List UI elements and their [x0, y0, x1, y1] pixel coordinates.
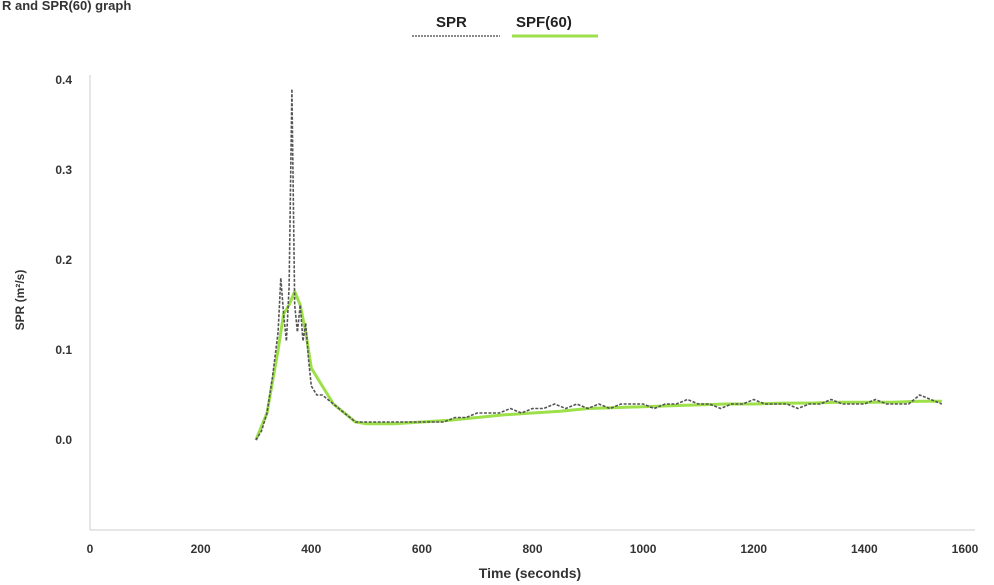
legend: SPR SPF(60) — [412, 14, 598, 38]
legend-label-spr: SPR — [436, 14, 467, 31]
y-ticks: 0.0 0.1 0.2 0.3 0.4 — [55, 73, 72, 447]
x-tick-label: 1000 — [630, 542, 657, 556]
x-ticks: 0 200 400 600 800 1000 1200 1400 1600 — [87, 542, 979, 556]
x-tick-label: 200 — [191, 542, 211, 556]
x-tick-label: 600 — [412, 542, 432, 556]
y-tick-label: 0.2 — [55, 253, 72, 267]
x-tick-label: 1200 — [740, 542, 767, 556]
y-tick-label: 0.3 — [55, 163, 72, 177]
x-tick-label: 1600 — [952, 542, 979, 556]
x-tick-label: 0 — [87, 542, 94, 556]
y-tick-label: 0.1 — [55, 343, 72, 357]
series-line-spf60 — [254, 290, 942, 441]
x-axis-label: Time (seconds) — [479, 565, 581, 581]
y-tick-label: 0.4 — [55, 73, 72, 87]
x-tick-label: 800 — [522, 542, 542, 556]
y-axis-label: SPR (m²/s) — [13, 270, 27, 331]
chart-title: R and SPR(60) graph — [2, 0, 131, 13]
y-tick-label: 0.0 — [55, 433, 72, 447]
series-line-spr — [255, 88, 943, 441]
legend-label-spf60: SPF(60) — [516, 14, 572, 31]
x-tick-label: 1400 — [851, 542, 878, 556]
x-tick-label: 400 — [301, 542, 321, 556]
plot-area — [254, 88, 943, 441]
